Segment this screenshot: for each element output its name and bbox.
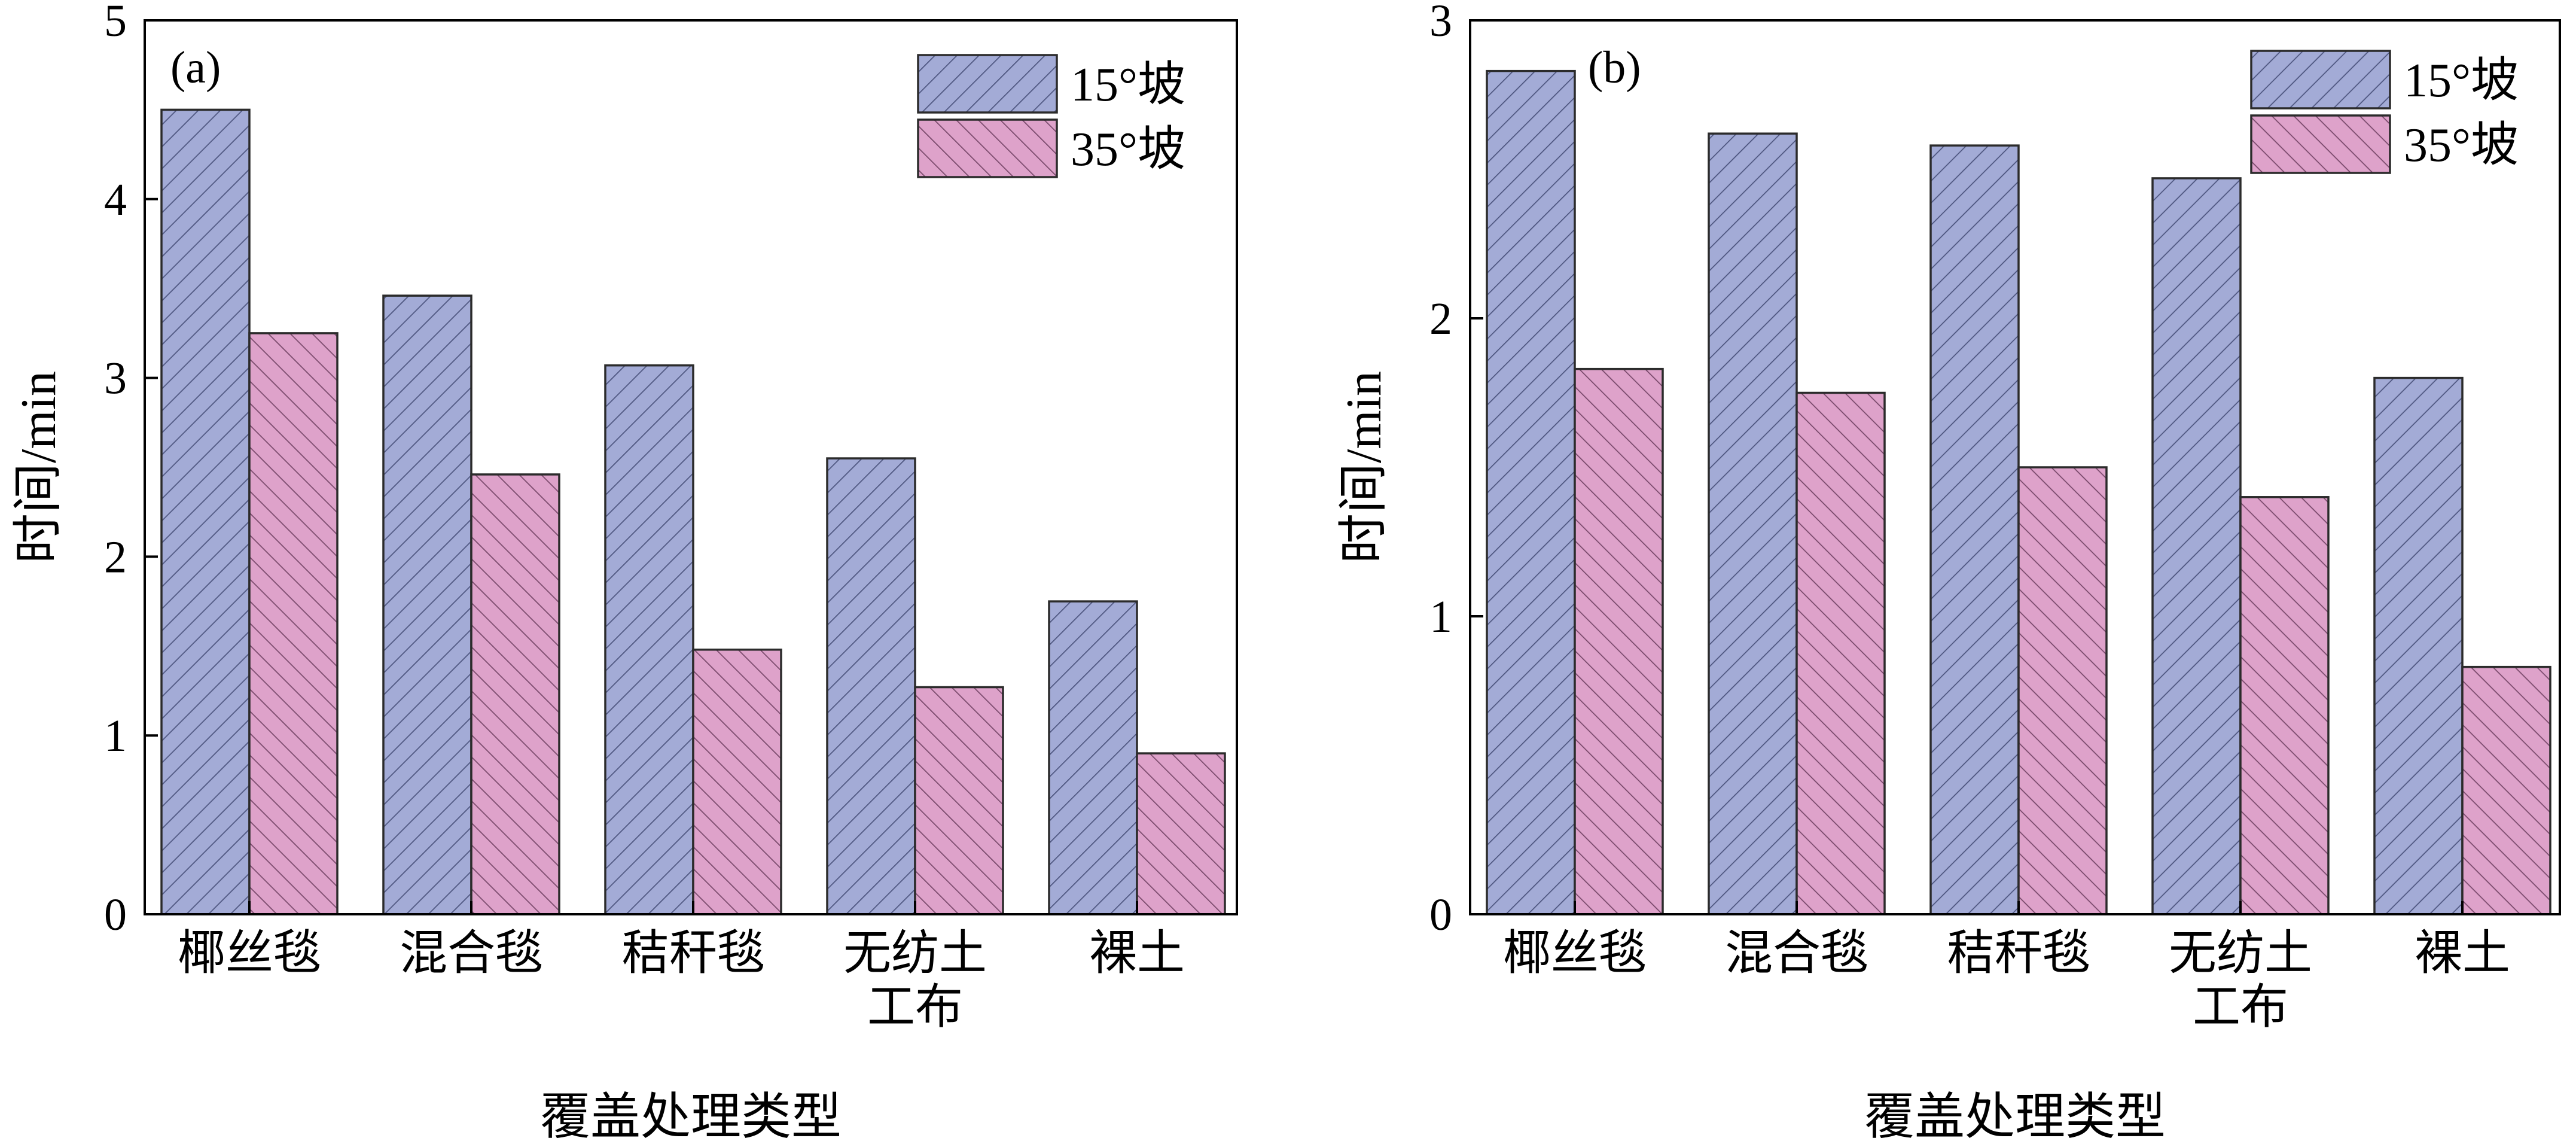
bar-series2-cat1: [248, 332, 339, 915]
bar-series2-cat5: [1136, 752, 1226, 915]
legend-swatch: [917, 118, 1058, 178]
x-axis-title: 覆盖处理类型: [1864, 1090, 2166, 1144]
y-tick-label: 2: [1429, 294, 1452, 344]
x-tick-label: 工布: [867, 981, 963, 1034]
y-tick-label: 1: [104, 711, 127, 761]
x-tick-label: 裸土: [2415, 927, 2510, 980]
x-tick-label: 混合毯: [400, 927, 543, 980]
legend-swatch: [917, 54, 1058, 114]
legend-label: 15°坡: [1071, 59, 1185, 111]
bar-series2-cat2: [470, 473, 560, 915]
x-axis-title: 覆盖处理类型: [540, 1090, 842, 1144]
bar-series2-cat3: [2017, 466, 2108, 915]
y-tick-label: 3: [104, 354, 127, 404]
bar-series1-cat5: [2373, 376, 2464, 915]
legend-label: 35°坡: [1071, 123, 1185, 176]
bar-series2-cat5: [2461, 665, 2551, 915]
legend-label: 35°坡: [2404, 119, 2519, 172]
y-axis-title: 时间/min: [1336, 371, 1392, 564]
legend: 15°坡 35°坡: [2250, 50, 2519, 174]
y-tick-label: 0: [1429, 890, 1452, 940]
panel-label: (a): [170, 42, 221, 93]
bar-series2-cat3: [692, 649, 782, 915]
bar-series2-cat1: [1574, 367, 1664, 915]
bar-series1-cat1: [1486, 69, 1576, 915]
x-tick-label: 工布: [2193, 981, 2288, 1034]
bar-series1-cat2: [382, 294, 472, 915]
x-tick-label: 无纺土: [2169, 927, 2312, 980]
legend: 15°坡 35°坡: [917, 54, 1185, 178]
panel-label: (b): [1588, 42, 1641, 93]
legend-swatch: [2250, 114, 2391, 174]
bar-series1-cat2: [1708, 132, 1798, 915]
y-tick-label: 5: [104, 0, 127, 46]
y-tick-label: 2: [104, 532, 127, 582]
bar-series1-cat4: [2151, 177, 2242, 915]
x-tick-label: 秸秆毯: [621, 927, 765, 980]
bar-series1-cat5: [1048, 600, 1138, 915]
x-tick-label: 椰丝毯: [1503, 927, 1647, 980]
x-tick-label: 无纺土: [843, 927, 987, 980]
plot-frame: [144, 19, 1238, 915]
bar-series1-cat4: [826, 457, 916, 915]
bar-series1-cat1: [160, 108, 251, 915]
bar-series1-cat3: [1929, 144, 2020, 915]
y-tick-label: 4: [104, 175, 127, 225]
y-axis-title: 时间/min: [11, 371, 66, 564]
x-tick-label: 裸土: [1089, 927, 1185, 980]
x-tick-label: 椰丝毯: [178, 927, 321, 980]
plot-frame: [1469, 19, 2561, 915]
y-tick-label: 0: [104, 890, 127, 940]
y-tick-label: 3: [1429, 0, 1452, 46]
legend-label: 15°坡: [2404, 54, 2519, 107]
bar-series1-cat3: [604, 364, 694, 915]
x-tick-label: 混合毯: [1725, 927, 1868, 980]
legend-swatch: [2250, 50, 2391, 109]
x-tick-label: 秸秆毯: [1947, 927, 2090, 980]
bar-series2-cat2: [1795, 391, 1886, 915]
bar-series2-cat4: [2239, 496, 2330, 915]
y-tick-label: 1: [1429, 592, 1452, 642]
bar-series2-cat4: [914, 686, 1004, 915]
